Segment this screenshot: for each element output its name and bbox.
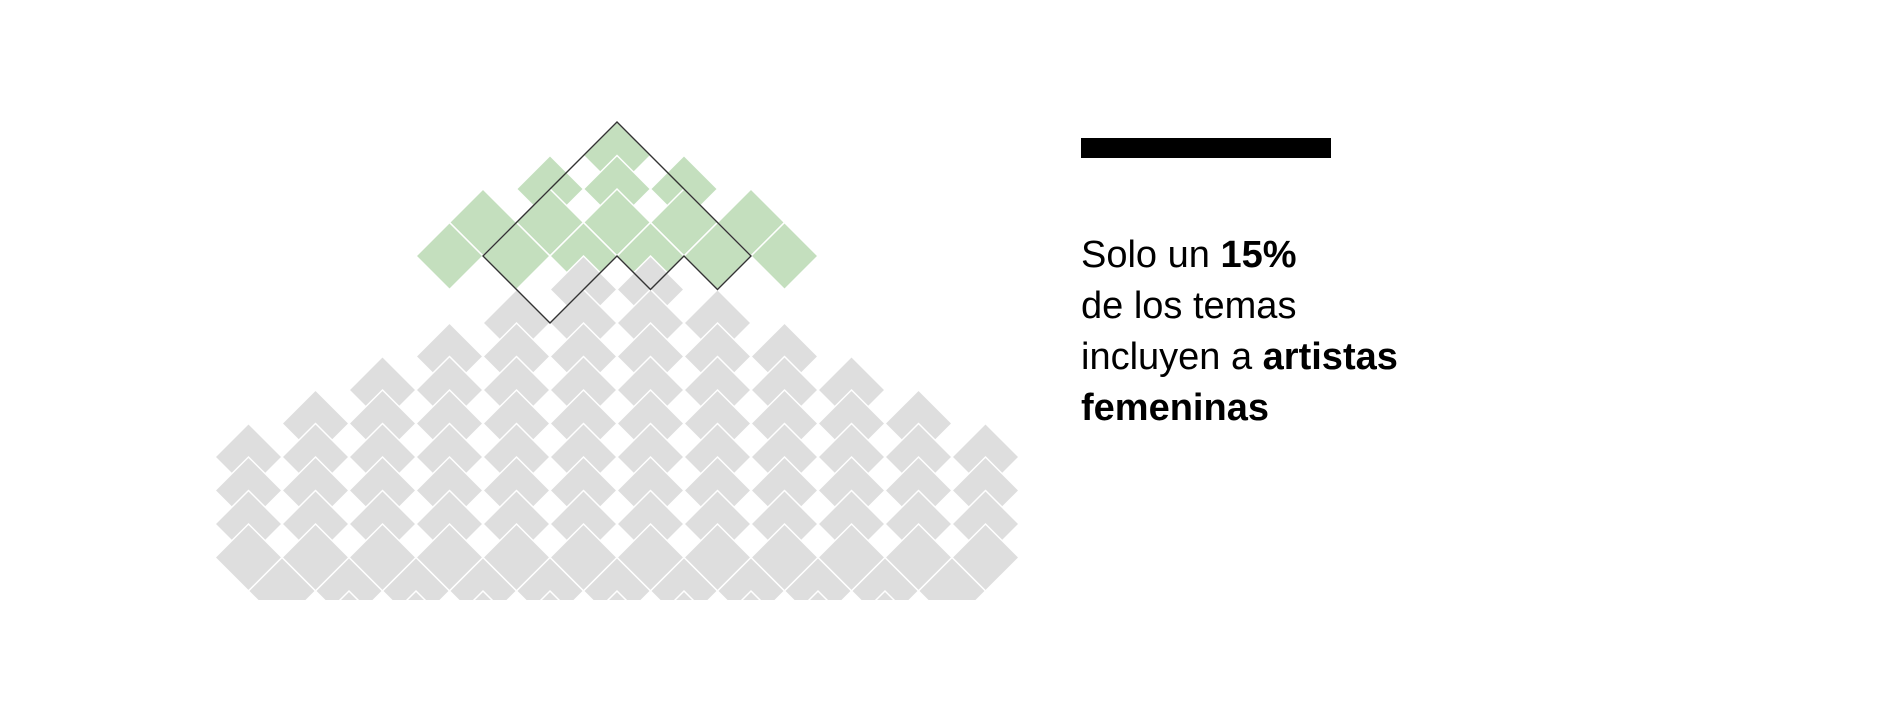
base-cell (740, 589, 762, 600)
base-cell (649, 556, 719, 600)
base-cell (405, 589, 427, 600)
accent-bar (1081, 138, 1331, 158)
base-cell (807, 589, 829, 600)
caption: Solo un 15% de los temas incluyen a arti… (1081, 230, 1501, 434)
highlight-cell (749, 221, 820, 291)
caption-line-3: incluyen a artistas (1081, 332, 1501, 383)
base-cell (874, 589, 896, 600)
caption-text: incluyen a (1081, 336, 1263, 378)
caption-text: Solo un (1081, 234, 1221, 276)
base-cell (917, 556, 987, 600)
caption-percent: 15% (1220, 234, 1297, 276)
base-cell (472, 589, 494, 600)
base-cell (314, 556, 384, 600)
caption-line-1: Solo un 15% (1081, 230, 1501, 281)
base-cell (716, 556, 786, 600)
base-cell (338, 589, 360, 600)
base-cell (850, 556, 920, 600)
highlight-outline (482, 121, 752, 324)
caption-bold-word: artistas (1262, 336, 1398, 378)
caption-bold-word: femeninas (1081, 387, 1269, 429)
base-cell (515, 556, 585, 600)
caption-line-4: femeninas (1081, 383, 1501, 434)
base-cell (247, 556, 317, 600)
base-cell (606, 589, 628, 600)
base-cell (673, 589, 695, 600)
base-cell (448, 556, 518, 600)
base-cell (381, 556, 451, 600)
highlight-cell (414, 221, 485, 291)
waffle-cells (213, 120, 1021, 600)
waffle-pyramid-chart (213, 120, 1021, 600)
base-cell (539, 589, 561, 600)
caption-line-2: de los temas (1081, 285, 1297, 327)
base-cell (582, 556, 652, 600)
base-cell (783, 556, 853, 600)
